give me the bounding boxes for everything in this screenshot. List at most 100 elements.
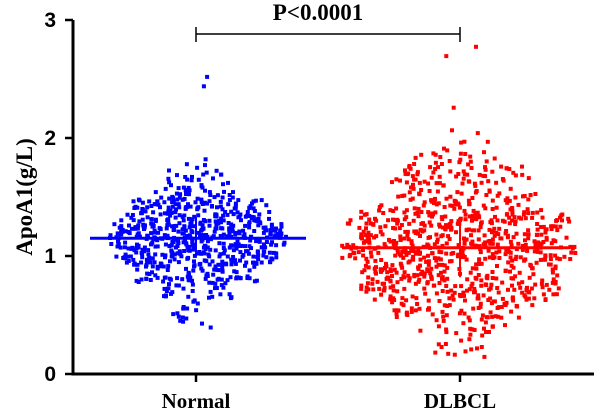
data-point bbox=[190, 239, 195, 244]
data-point bbox=[465, 172, 470, 177]
data-point bbox=[573, 251, 578, 255]
data-point bbox=[195, 165, 200, 170]
data-point bbox=[428, 165, 433, 170]
data-point bbox=[231, 248, 236, 253]
data-point bbox=[466, 227, 471, 232]
data-point bbox=[413, 250, 418, 255]
data-point bbox=[405, 229, 410, 234]
data-point bbox=[239, 243, 244, 248]
data-point bbox=[214, 286, 219, 290]
data-point bbox=[145, 215, 150, 220]
data-point bbox=[452, 198, 457, 203]
data-point bbox=[176, 314, 181, 319]
data-point bbox=[185, 177, 190, 182]
data-point bbox=[251, 254, 256, 259]
data-point bbox=[496, 305, 501, 310]
data-point bbox=[483, 282, 488, 287]
data-point bbox=[437, 222, 442, 227]
data-point bbox=[407, 190, 412, 195]
data-point bbox=[141, 222, 146, 227]
data-point bbox=[467, 201, 472, 206]
data-point bbox=[213, 219, 218, 224]
data-point bbox=[184, 241, 189, 246]
data-point bbox=[444, 327, 449, 332]
data-point bbox=[474, 189, 479, 193]
data-point bbox=[383, 224, 388, 229]
data-point bbox=[488, 286, 493, 291]
data-point bbox=[477, 261, 481, 266]
data-point bbox=[392, 267, 397, 272]
data-point bbox=[268, 259, 273, 264]
data-point bbox=[553, 253, 558, 258]
data-point bbox=[406, 171, 411, 176]
data-point bbox=[237, 229, 242, 234]
data-point bbox=[201, 250, 206, 255]
data-point bbox=[507, 198, 512, 203]
data-point bbox=[217, 218, 222, 223]
data-point bbox=[150, 264, 155, 269]
data-point bbox=[236, 215, 241, 220]
data-point bbox=[231, 255, 236, 259]
data-point bbox=[159, 195, 164, 200]
data-point bbox=[502, 301, 507, 306]
data-point bbox=[375, 279, 380, 284]
data-point bbox=[500, 177, 505, 181]
data-point bbox=[391, 296, 396, 301]
data-point bbox=[550, 267, 555, 272]
data-point bbox=[252, 209, 257, 213]
data-point bbox=[468, 270, 473, 275]
data-point bbox=[181, 185, 186, 190]
data-point bbox=[509, 243, 514, 248]
data-point bbox=[505, 248, 510, 253]
data-point bbox=[413, 177, 418, 182]
data-point bbox=[364, 256, 369, 261]
data-point bbox=[409, 248, 414, 253]
data-point bbox=[211, 234, 216, 239]
data-point bbox=[368, 221, 373, 226]
data-point bbox=[193, 200, 198, 205]
data-point bbox=[379, 203, 384, 208]
data-point bbox=[202, 200, 207, 205]
data-point bbox=[410, 174, 415, 179]
data-point bbox=[214, 212, 219, 217]
data-point bbox=[414, 296, 419, 301]
data-point bbox=[503, 323, 507, 328]
data-point bbox=[183, 239, 187, 244]
data-point bbox=[441, 225, 445, 230]
data-point bbox=[274, 226, 278, 231]
data-point bbox=[164, 226, 169, 231]
data-point bbox=[348, 218, 353, 223]
data-point bbox=[136, 223, 141, 228]
data-point bbox=[422, 179, 427, 184]
data-point bbox=[478, 301, 483, 306]
data-point bbox=[555, 218, 560, 223]
data-point bbox=[464, 257, 469, 262]
data-point bbox=[158, 212, 163, 217]
data-point bbox=[125, 212, 130, 217]
data-point bbox=[225, 278, 230, 283]
data-point bbox=[394, 315, 399, 319]
data-point bbox=[177, 195, 182, 200]
data-point bbox=[278, 228, 283, 233]
data-point bbox=[139, 211, 144, 216]
data-point bbox=[450, 203, 455, 208]
data-point bbox=[532, 249, 537, 254]
data-point bbox=[162, 286, 167, 291]
data-point bbox=[273, 228, 278, 233]
data-point bbox=[139, 277, 144, 282]
data-point bbox=[394, 206, 399, 211]
data-point bbox=[535, 227, 540, 232]
data-point bbox=[538, 250, 543, 255]
data-point bbox=[445, 148, 450, 153]
data-point bbox=[477, 172, 482, 177]
data-point bbox=[174, 207, 178, 212]
data-point bbox=[218, 204, 223, 209]
data-point bbox=[186, 270, 191, 275]
data-point bbox=[526, 296, 531, 301]
data-point bbox=[495, 264, 499, 268]
data-point bbox=[566, 216, 571, 221]
data-point bbox=[402, 193, 407, 198]
data-point bbox=[189, 220, 194, 225]
data-point bbox=[564, 235, 569, 240]
data-point bbox=[517, 215, 522, 220]
